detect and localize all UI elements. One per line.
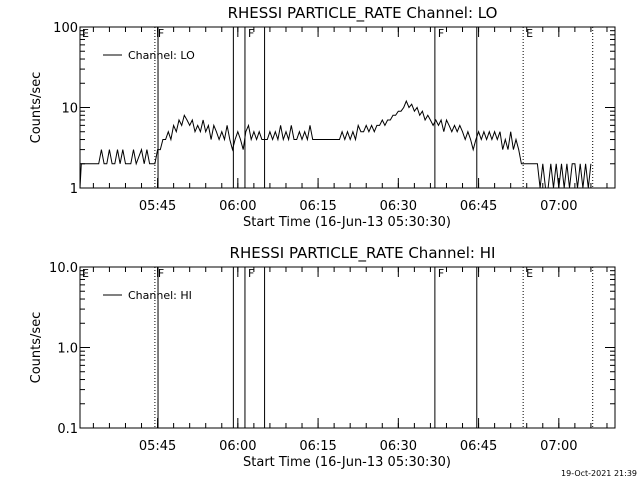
footer-date: 19-Oct-2021 21:39: [561, 469, 637, 478]
lo-chart-title: RHESSI PARTICLE_RATE Channel: LO: [228, 4, 498, 23]
hi-edge-marker: E: [82, 267, 89, 280]
hi-x-tick-label: 05:45: [139, 439, 176, 454]
lo-legend-label: Channel: LO: [128, 49, 195, 62]
lo-x-axis-label: Start Time (16-Jun-13 05:30:30): [243, 215, 451, 230]
hi-x-tick-label: 06:45: [460, 439, 497, 454]
lo-region-marker-label: F: [438, 27, 444, 40]
lo-series-line: [79, 99, 592, 189]
lo-edge-marker: E: [82, 27, 89, 40]
lo-x-tick-label: 06:30: [380, 199, 417, 214]
lo-x-tick-label: 05:45: [139, 199, 176, 214]
hi-legend-label: Channel: HI: [128, 289, 192, 302]
panel-hi: RHESSI PARTICLE_RATE Channel: HI Start Ti…: [29, 244, 616, 470]
hi-x-tick-label: 06:15: [299, 439, 336, 454]
hi-x-axis-label: Start Time (16-Jun-13 05:30:30): [243, 455, 451, 470]
panel-lo: RHESSI PARTICLE_RATE Channel: LO Start Ti…: [29, 4, 616, 230]
lo-region-marker-label: F: [158, 27, 164, 40]
hi-y-tick-label: 0.1: [57, 422, 78, 437]
hi-chart-title: RHESSI PARTICLE_RATE Channel: HI: [230, 244, 496, 263]
lo-region-marker-label: F: [248, 27, 254, 40]
lo-y-tick-label: 1: [70, 182, 78, 197]
hi-region-marker-label: F: [158, 267, 164, 280]
lo-y-tick-label: 100: [53, 21, 78, 36]
hi-y-tick-label: 1.0: [57, 342, 78, 357]
lo-region-marker-label: E: [526, 27, 533, 40]
lo-x-tick-label: 07:00: [540, 199, 577, 214]
lo-y-tick-label: 10: [61, 102, 78, 117]
lo-x-tick-label: 06:45: [460, 199, 497, 214]
hi-x-tick-label: 06:00: [219, 439, 256, 454]
lo-x-tick-label: 06:00: [219, 199, 256, 214]
hi-y-tick-label: 10.0: [49, 261, 78, 276]
hi-x-tick-label: 07:00: [540, 439, 577, 454]
hi-y-axis-label: Counts/sec: [29, 312, 44, 384]
hi-x-tick-label: 06:30: [380, 439, 417, 454]
hi-region-marker-label: F: [438, 267, 444, 280]
hi-region-marker-label: E: [526, 267, 533, 280]
hi-region-marker-label: F: [248, 267, 254, 280]
lo-y-axis-label: Counts/sec: [29, 72, 44, 144]
lo-x-tick-label: 06:15: [299, 199, 336, 214]
